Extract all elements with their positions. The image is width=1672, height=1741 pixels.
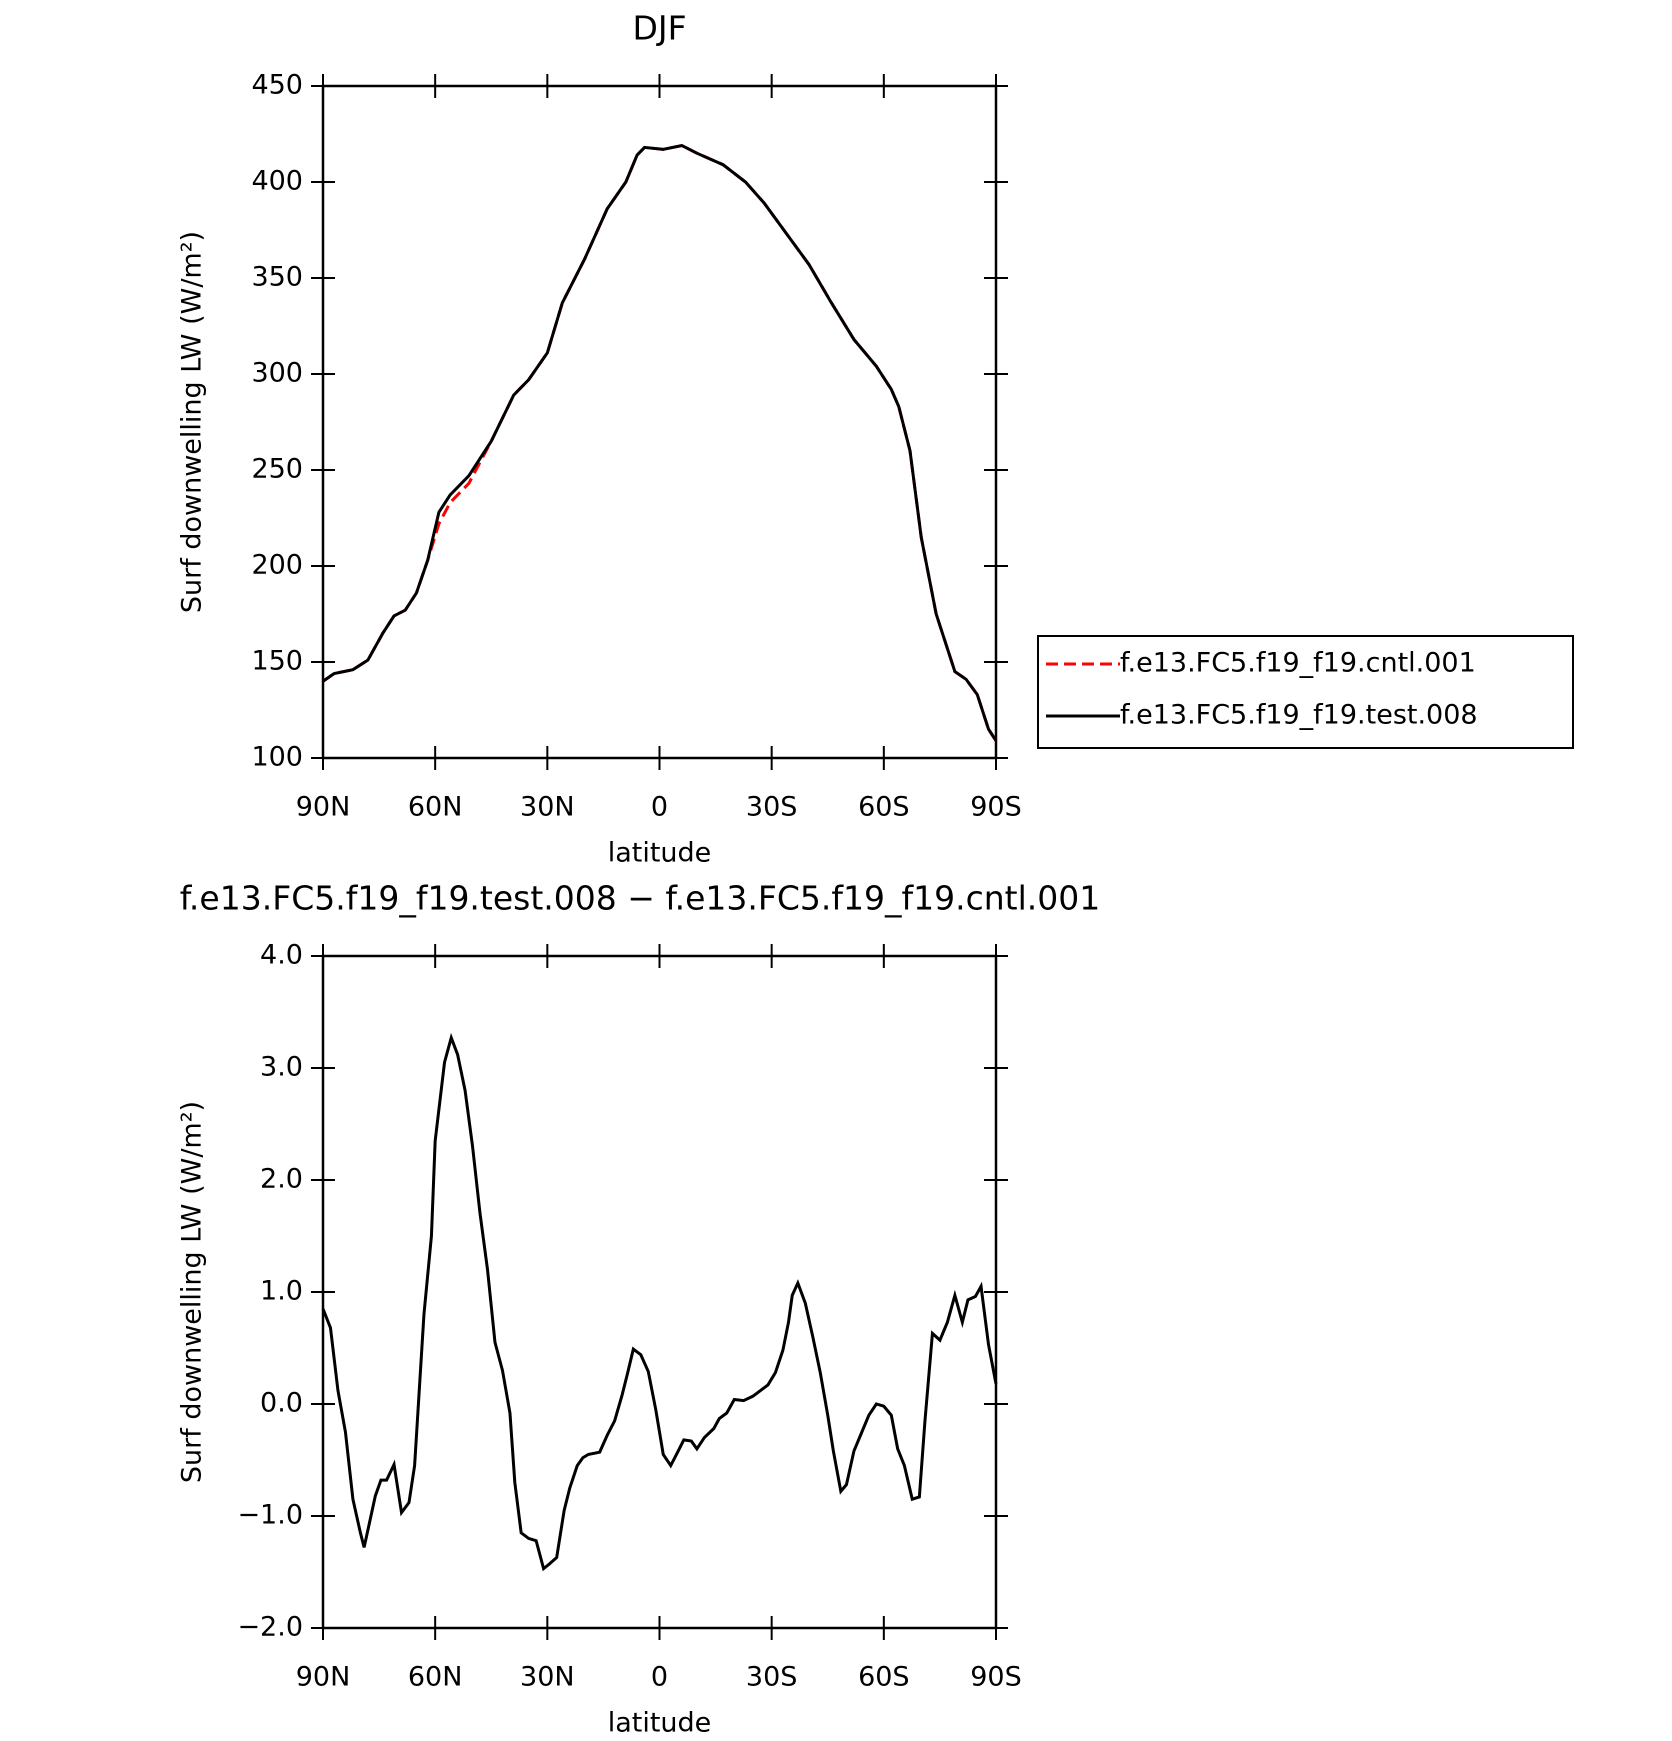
y-tick-label: 4.0 [260,940,303,971]
data-line [322,143,998,742]
y-tick-label: 450 [251,70,303,101]
legend-label: f.e13.FC5.f19_f19.cntl.001 [1120,648,1476,679]
data-line [322,143,998,742]
chart-title: f.e13.FC5.f19_f19.test.008 − f.e13.FC5.f… [180,879,1101,918]
x-axis-label: latitude [608,1708,712,1739]
x-tick-label: 60N [408,1662,463,1693]
y-axis-label: Surf downwelling LW (W/m²) [177,231,208,613]
plot-frame [321,954,998,1630]
x-tick-label: 60S [858,792,910,823]
y-tick-label: 150 [251,646,303,677]
y-tick-label: 400 [251,166,303,197]
x-tick-label: 60N [408,792,463,823]
y-tick-label: 1.0 [260,1276,303,1307]
x-tick-label: 60S [858,1662,910,1693]
y-tick-label: 2.0 [260,1164,303,1195]
x-tick-label: 90N [296,1662,351,1693]
x-tick-label: 90S [970,792,1022,823]
legend-label: f.e13.FC5.f19_f19.test.008 [1120,700,1478,731]
y-tick-label: 100 [251,742,303,773]
x-tick-label: 30N [520,1662,575,1693]
y-tick-label: 0.0 [260,1388,303,1419]
y-tick-label: −1.0 [237,1500,303,1531]
y-axis-label: Surf downwelling LW (W/m²) [177,1101,208,1483]
y-tick-label: −2.0 [237,1612,303,1643]
x-tick-label: 30N [520,792,575,823]
legend-box [1037,635,1574,749]
x-tick-label: 90N [296,792,351,823]
y-tick-label: 250 [251,454,303,485]
x-axis-label: latitude [608,838,712,869]
x-tick-label: 90S [970,1662,1022,1693]
y-tick-label: 200 [251,550,303,581]
y-tick-label: 3.0 [260,1052,303,1083]
x-tick-label: 0 [651,1662,668,1693]
x-tick-label: 0 [651,792,668,823]
data-line [321,1032,998,1572]
x-tick-label: 30S [746,792,798,823]
y-tick-label: 300 [251,358,303,389]
plot-frame [321,84,998,760]
x-tick-label: 30S [746,1662,798,1693]
chart-title: DJF [632,9,686,48]
y-tick-label: 350 [251,262,303,293]
